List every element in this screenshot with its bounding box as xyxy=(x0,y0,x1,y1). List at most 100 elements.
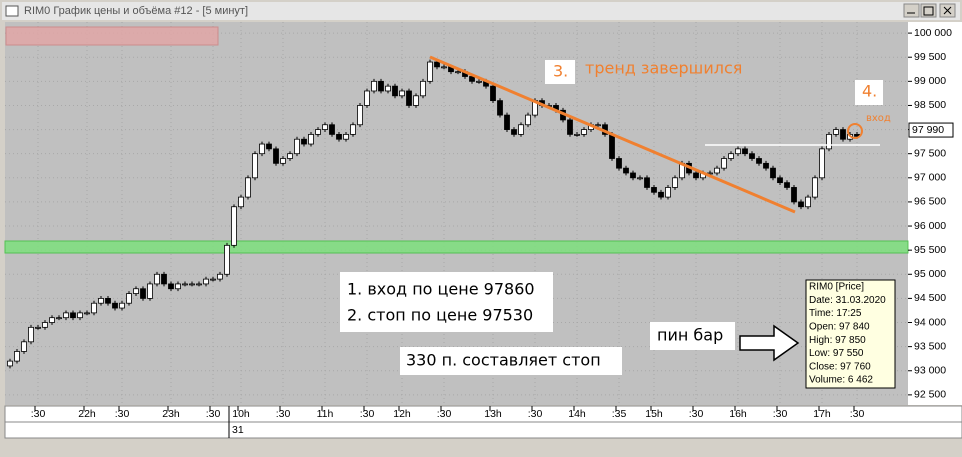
candle-body xyxy=(630,172,636,179)
candle-body xyxy=(595,124,601,127)
candle-body xyxy=(840,129,846,140)
candle-body xyxy=(112,302,118,309)
candle-body xyxy=(791,187,797,203)
candle-body xyxy=(714,167,720,174)
candle-body xyxy=(21,341,27,352)
x-tick-label: :30 xyxy=(31,408,46,420)
candle-body xyxy=(49,317,55,323)
x-tick-label: 17h xyxy=(813,408,831,420)
x-tick-label: 13h xyxy=(484,408,502,420)
candle-body xyxy=(518,124,524,135)
tooltip-line: High: 97 850 xyxy=(809,335,866,346)
x-tick-label: 14h xyxy=(568,408,586,420)
x-tick-label: 22h xyxy=(78,408,96,420)
candle-body xyxy=(28,326,34,343)
candle-body xyxy=(196,283,202,286)
candle-body xyxy=(749,153,755,159)
candle-body xyxy=(70,312,76,319)
y-tick-label: 95 000 xyxy=(914,268,946,280)
tooltip-line: Volume: 6 462 xyxy=(809,375,873,386)
candle-body xyxy=(826,133,832,150)
entry-circle xyxy=(847,123,863,139)
step4-box xyxy=(855,80,883,105)
candle-body xyxy=(525,114,531,126)
candle-body xyxy=(406,90,412,106)
y-tick-label: 97 000 xyxy=(914,172,946,184)
y-tick-label: 95 500 xyxy=(914,244,946,256)
x-tick-label: :35 xyxy=(612,408,627,420)
x-tick-label: 23h xyxy=(162,408,180,420)
tooltip-line: Low: 97 550 xyxy=(809,348,864,359)
candle-body xyxy=(56,317,62,320)
candle-body xyxy=(308,133,314,145)
candle-body xyxy=(721,158,727,169)
candle-body xyxy=(812,177,818,198)
x-tick-label: :30 xyxy=(437,408,452,420)
candle-body xyxy=(343,133,349,140)
candle-body xyxy=(616,158,622,169)
candle-body xyxy=(805,196,811,208)
candle-body xyxy=(259,143,265,155)
candle-body xyxy=(378,80,384,92)
tooltip-line: RIM0 [Price] xyxy=(809,282,864,293)
trend-line xyxy=(429,55,796,214)
candle-body xyxy=(287,153,293,159)
window-buttons[interactable] xyxy=(903,3,956,18)
candle-body xyxy=(294,138,300,155)
candle-body xyxy=(245,177,251,198)
date-axis xyxy=(4,421,962,439)
candle-body xyxy=(98,297,104,304)
candle-body xyxy=(189,283,195,286)
candle-body xyxy=(301,138,307,145)
tooltip-lines: RIM0 [Price] Date: 31.03.2020 Time: 17:25 O… xyxy=(809,282,886,386)
tooltip-line: Close: 97 760 xyxy=(809,361,871,372)
candle-body xyxy=(322,124,328,130)
candle-body xyxy=(420,80,426,97)
candle-body xyxy=(35,326,41,329)
candle-body xyxy=(266,143,272,150)
entry-small-label: вход xyxy=(866,113,891,124)
x-tick-label: :30 xyxy=(206,408,221,420)
y-tick-label: 96 000 xyxy=(914,220,946,232)
x-tick-label: :30 xyxy=(360,408,375,420)
y-tick-label: 96 500 xyxy=(914,196,946,208)
price-axis xyxy=(908,22,962,405)
step4-label: 4. xyxy=(862,82,877,101)
y-tick-label: 97 500 xyxy=(914,147,946,159)
candle-body xyxy=(364,90,370,106)
entry-box xyxy=(340,272,553,332)
candle-body xyxy=(798,201,804,208)
y-tick-label: 93 500 xyxy=(914,340,946,352)
candle-body xyxy=(161,273,167,285)
candle-body xyxy=(777,177,783,184)
x-tick-label: 12h xyxy=(393,408,411,420)
candle-body xyxy=(623,167,629,174)
candle-body xyxy=(91,302,97,314)
stop-size-label: 330 п. составляет стоп xyxy=(406,351,601,370)
tooltip-line: Date: 31.03.2020 xyxy=(809,295,886,306)
candle-body xyxy=(497,100,503,116)
x-tick-label: 10h xyxy=(232,408,250,420)
candle-body xyxy=(609,133,615,159)
candle-body xyxy=(784,182,790,188)
candle-body xyxy=(658,191,664,198)
candle-body xyxy=(504,114,510,130)
minimize-button[interactable] xyxy=(903,3,920,18)
candle-body xyxy=(126,293,132,304)
title-bar xyxy=(2,2,960,20)
candle-body xyxy=(735,148,741,155)
candle-body xyxy=(392,85,398,97)
candle-body xyxy=(756,158,762,164)
y-tick-label: 98 500 xyxy=(914,99,946,111)
candle-body xyxy=(476,80,482,83)
candle-body xyxy=(105,297,111,304)
candle-body xyxy=(238,196,244,208)
candle-body xyxy=(742,148,748,155)
y-tick-label: 94 500 xyxy=(914,292,946,304)
pin-bar-label: пин бар xyxy=(657,326,723,345)
x-tick-label: :30 xyxy=(115,408,130,420)
trend-done-label: тренд завершился xyxy=(585,59,742,78)
candle-body xyxy=(665,187,671,198)
